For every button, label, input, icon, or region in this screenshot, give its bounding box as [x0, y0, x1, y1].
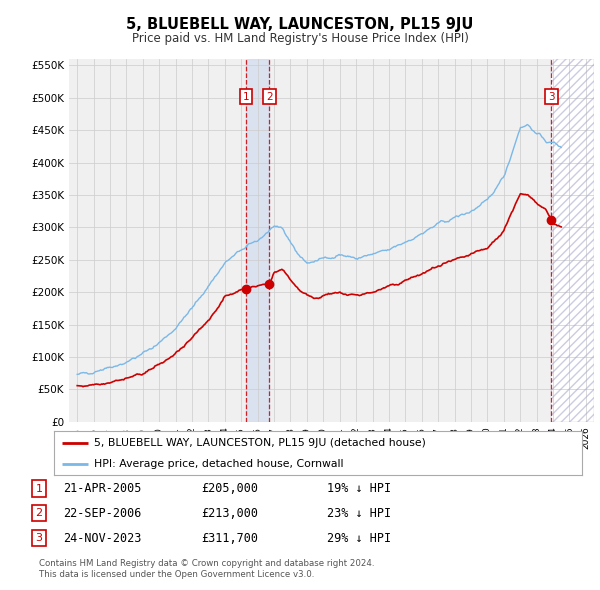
Text: 3: 3: [35, 533, 43, 543]
Text: HPI: Average price, detached house, Cornwall: HPI: Average price, detached house, Corn…: [94, 459, 343, 469]
Text: £311,700: £311,700: [201, 532, 258, 545]
Text: 1: 1: [243, 91, 250, 101]
Text: 5, BLUEBELL WAY, LAUNCESTON, PL15 9JU (detached house): 5, BLUEBELL WAY, LAUNCESTON, PL15 9JU (d…: [94, 438, 425, 448]
Text: 2: 2: [266, 91, 273, 101]
Bar: [551, 59, 594, 422]
Bar: [551, 59, 594, 422]
Text: Price paid vs. HM Land Registry's House Price Index (HPI): Price paid vs. HM Land Registry's House …: [131, 32, 469, 45]
Text: 23% ↓ HPI: 23% ↓ HPI: [327, 507, 391, 520]
Text: 22-SEP-2006: 22-SEP-2006: [63, 507, 142, 520]
Text: 19% ↓ HPI: 19% ↓ HPI: [327, 482, 391, 495]
Text: 29% ↓ HPI: 29% ↓ HPI: [327, 532, 391, 545]
Text: 24-NOV-2023: 24-NOV-2023: [63, 532, 142, 545]
Text: 2: 2: [35, 509, 43, 518]
Text: 3: 3: [548, 91, 554, 101]
Text: 1: 1: [35, 484, 43, 493]
Bar: [246, 59, 269, 422]
Text: Contains HM Land Registry data © Crown copyright and database right 2024.: Contains HM Land Registry data © Crown c…: [39, 559, 374, 568]
Text: £213,000: £213,000: [201, 507, 258, 520]
Text: £205,000: £205,000: [201, 482, 258, 495]
Text: 21-APR-2005: 21-APR-2005: [63, 482, 142, 495]
Text: This data is licensed under the Open Government Licence v3.0.: This data is licensed under the Open Gov…: [39, 571, 314, 579]
Text: 5, BLUEBELL WAY, LAUNCESTON, PL15 9JU: 5, BLUEBELL WAY, LAUNCESTON, PL15 9JU: [127, 17, 473, 31]
